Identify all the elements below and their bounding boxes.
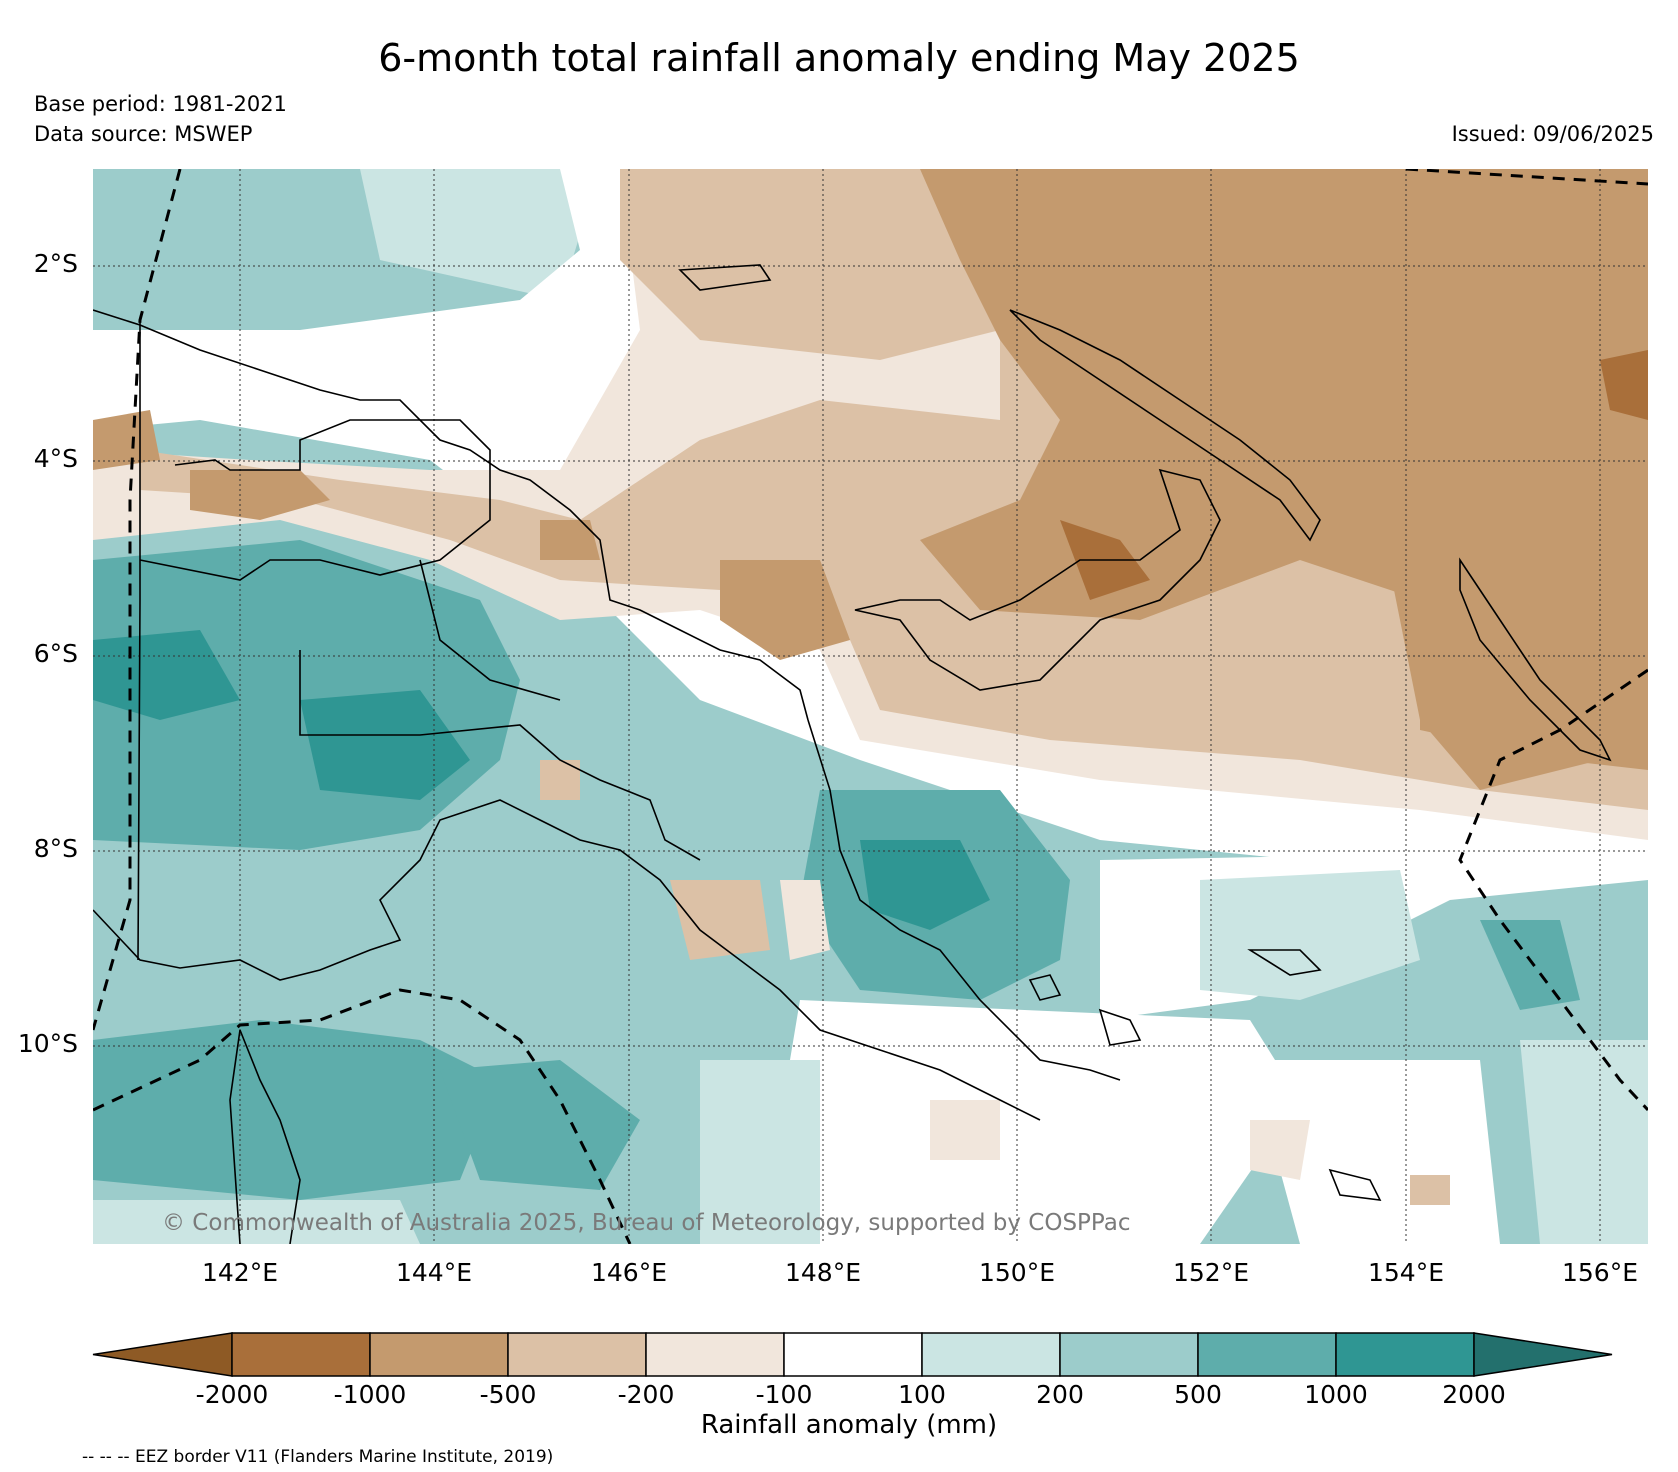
lat-label-8s: 8°S bbox=[33, 834, 78, 863]
issued-date-text: Issued: 09/06/2025 bbox=[1451, 122, 1654, 146]
colorbar-segment bbox=[1335, 1332, 1475, 1377]
colorbar-segment bbox=[921, 1332, 1061, 1377]
lon-label-142e: 142°E bbox=[201, 1258, 278, 1287]
lon-label-148e: 148°E bbox=[784, 1258, 861, 1287]
colorbar-extend-low bbox=[92, 1332, 233, 1377]
lon-label-154e: 154°E bbox=[1367, 1258, 1444, 1287]
colorbar-segment bbox=[507, 1332, 647, 1377]
base-period-text: Base period: 1981-2021 bbox=[34, 92, 287, 116]
colorbar-segment bbox=[783, 1332, 923, 1377]
lon-label-156e: 156°E bbox=[1561, 1258, 1638, 1287]
lat-label-4s: 4°S bbox=[33, 444, 78, 473]
colorbar-segment bbox=[1197, 1332, 1337, 1377]
colorbar-tick-label: 500 bbox=[1174, 1380, 1222, 1409]
colorbar-tick-label: 1000 bbox=[1304, 1380, 1368, 1409]
colorbar-segment bbox=[231, 1332, 371, 1377]
eez-legend-note: -- -- -- EEZ border V11 (Flanders Marine… bbox=[82, 1447, 554, 1467]
coastlines bbox=[93, 264, 1612, 1244]
graticule bbox=[93, 169, 1648, 1244]
colorbar-title: Rainfall anomaly (mm) bbox=[700, 1410, 998, 1440]
colorbar-tick-label: 100 bbox=[898, 1380, 946, 1409]
colorbar-extend-high bbox=[1473, 1332, 1613, 1377]
map-title: 6-month total rainfall anomaly ending Ma… bbox=[378, 36, 1300, 80]
lat-label-10s: 10°S bbox=[17, 1029, 78, 1058]
colorbar-tick-label: -500 bbox=[479, 1380, 537, 1409]
lon-label-152e: 152°E bbox=[1172, 1258, 1249, 1287]
colorbar-tick-label: -100 bbox=[755, 1380, 813, 1409]
colorbar-tick-label: 200 bbox=[1036, 1380, 1084, 1409]
lon-label-150e: 150°E bbox=[978, 1258, 1055, 1287]
lat-label-6s: 6°S bbox=[33, 639, 78, 668]
colorbar-segment bbox=[369, 1332, 509, 1377]
lon-label-146e: 146°E bbox=[590, 1258, 667, 1287]
lat-label-2s: 2°S bbox=[33, 249, 78, 278]
colorbar-tick-label: -200 bbox=[617, 1380, 675, 1409]
colorbar-segment bbox=[645, 1332, 785, 1377]
colorbar-tick-label: -2000 bbox=[195, 1380, 269, 1409]
colorbar-segment bbox=[1059, 1332, 1199, 1377]
lon-label-144e: 144°E bbox=[395, 1258, 472, 1287]
colorbar-tick-label: -1000 bbox=[333, 1380, 407, 1409]
colorbar-tick-label: 2000 bbox=[1442, 1380, 1506, 1409]
copyright-text: © Commonwealth of Australia 2025, Bureau… bbox=[162, 1210, 1131, 1236]
eez-borders bbox=[93, 169, 1648, 1244]
data-source-text: Data source: MSWEP bbox=[34, 122, 253, 146]
